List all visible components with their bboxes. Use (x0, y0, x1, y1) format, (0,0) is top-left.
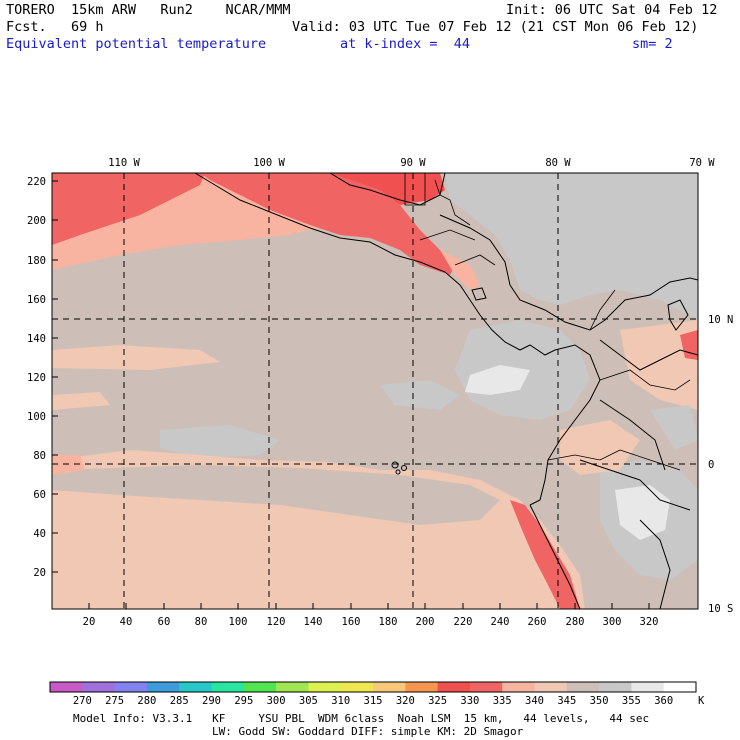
y-tick-label: 200 (27, 215, 46, 227)
colorbar-label: 270 (73, 695, 92, 707)
lat-lon-grid (52, 173, 698, 609)
x-tick-label: 160 (342, 616, 361, 628)
lon-label: 70 W (689, 157, 715, 169)
political-borders (404, 173, 691, 471)
lon-label: 110 W (108, 157, 140, 169)
plot-frame (51, 172, 699, 610)
colorbar-label: 325 (428, 695, 447, 707)
x-tick-label: 240 (491, 616, 510, 628)
x-tick-label: 80 (195, 616, 208, 628)
y-axis-labels: 220 200 180 160 140 120 100 80 60 40 20 (27, 176, 46, 579)
y-tick-label: 40 (33, 528, 46, 540)
colorbar-swatch (663, 682, 697, 692)
coastlines (194, 173, 698, 609)
colorbar-label: 290 (202, 695, 221, 707)
colorbar (50, 682, 697, 692)
y-tick-label: 120 (27, 372, 46, 384)
model-info-line: Model Info: V3.3.1 KF YSU PBL WDM 6class… (73, 712, 650, 725)
x-axis-labels: 20 40 60 80 100 120 140 160 180 200 220 … (83, 616, 659, 628)
x-tick-label: 300 (603, 616, 622, 628)
colorbar-label: 335 (493, 695, 512, 707)
x-tick-label: 180 (379, 616, 398, 628)
y-tick-label: 140 (27, 333, 46, 345)
lat-label: 10 N (708, 314, 733, 326)
colorbar-swatch (146, 682, 180, 692)
longitude-labels: 110 W 100 W 90 W 80 W 70 W (108, 157, 715, 169)
x-tick-label: 60 (158, 616, 171, 628)
colorbar-swatch (276, 682, 309, 692)
y-tick-label: 60 (33, 489, 46, 501)
colorbar-label: 315 (364, 695, 383, 707)
colorbar-label: 350 (590, 695, 609, 707)
colorbar-swatch (631, 682, 665, 692)
level-index: at k-index = 44 (340, 36, 471, 52)
colorbar-swatch (599, 682, 632, 692)
colorbar-swatch (114, 682, 148, 692)
colorbar-labels: 270 275 280 285 290 295 300 305 310 315 320 325 330 3… (73, 695, 673, 707)
colorbar-swatch (211, 682, 245, 692)
colorbar-swatch (373, 682, 406, 692)
y-tick-label: 20 (33, 567, 46, 579)
colorbar-swatch (566, 682, 600, 692)
colorbar-frame (49, 681, 697, 693)
model-title: TORERO 15km ARW Run2 NCAR/MMM (6, 2, 291, 18)
init-time: Init: 06 UTC Sat 04 Feb 12 (506, 2, 718, 18)
y-tick-label: 80 (33, 450, 46, 462)
x-tick-label: 260 (528, 616, 547, 628)
colorbar-swatch (437, 682, 471, 692)
colorbar-swatch (308, 682, 342, 692)
y-tick-label: 160 (27, 294, 46, 306)
colorbar-label: 345 (557, 695, 576, 707)
colorbar-unit: K (698, 695, 705, 707)
colorbar-label: 295 (234, 695, 253, 707)
x-tick-label: 320 (640, 616, 659, 628)
lat-label: 10 S (708, 603, 733, 615)
x-tick-label: 200 (416, 616, 435, 628)
colorbar-label: 355 (622, 695, 641, 707)
colorbar-label: 305 (299, 695, 318, 707)
x-axis-ticks (88, 603, 650, 609)
y-axis-ticks (52, 180, 58, 573)
forecast-hour: Fcst. 69 h (6, 19, 104, 35)
colorbar-swatch (243, 682, 277, 692)
lat-label: 0 (708, 459, 714, 471)
x-tick-label: 140 (304, 616, 323, 628)
y-tick-label: 220 (27, 176, 46, 188)
colorbar-swatch (469, 682, 503, 692)
colorbar-label: 320 (396, 695, 415, 707)
physics-info-line: LW: Godd SW: Goddard DIFF: simple KM: 2D… (212, 725, 524, 738)
colorbar-swatch (82, 682, 116, 692)
colorbar-swatch (502, 682, 535, 692)
colorbar-swatch (179, 682, 212, 692)
latitude-labels: 10 N 0 10 S (708, 314, 733, 615)
colorbar-label: 275 (105, 695, 124, 707)
colorbar-swatch (534, 682, 568, 692)
colorbar-label: 340 (525, 695, 544, 707)
colorbar-label: 285 (170, 695, 189, 707)
x-tick-label: 220 (454, 616, 473, 628)
y-tick-label: 100 (27, 411, 46, 423)
y-tick-label: 180 (27, 255, 46, 267)
colorbar-label: 300 (267, 695, 286, 707)
x-tick-label: 120 (267, 616, 286, 628)
lon-label: 100 W (253, 157, 285, 169)
lon-label: 80 W (545, 157, 571, 169)
colorbar-swatch (405, 682, 439, 692)
x-tick-label: 100 (229, 616, 248, 628)
colorbar-swatch (50, 682, 83, 692)
colorbar-label: 280 (137, 695, 156, 707)
lon-label: 90 W (400, 157, 426, 169)
x-tick-label: 40 (120, 616, 133, 628)
colorbar-label: 310 (331, 695, 350, 707)
field-name: Equivalent potential temperature (6, 36, 267, 52)
x-tick-label: 20 (83, 616, 96, 628)
colorbar-label: 360 (654, 695, 673, 707)
valid-time: Valid: 03 UTC Tue 07 Feb 12 (21 CST Mon … (292, 19, 699, 35)
smoothing: sm= 2 (632, 36, 673, 52)
temperature-field (52, 173, 698, 609)
colorbar-label: 330 (460, 695, 479, 707)
x-tick-label: 280 (566, 616, 585, 628)
colorbar-swatch (340, 682, 374, 692)
